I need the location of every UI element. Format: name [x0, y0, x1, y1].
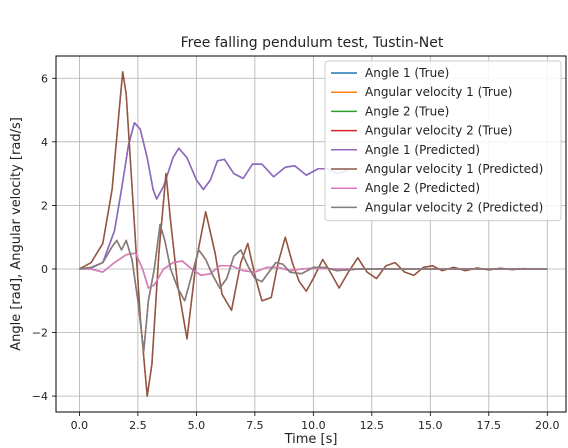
x-tick-label: 7.5 [246, 419, 264, 432]
legend-entry: Angular velocity 2 (True) [365, 124, 513, 138]
legend-entry: Angle 1 (True) [365, 66, 449, 80]
x-tick-label: 0.0 [71, 419, 89, 432]
series-lines [79, 71, 548, 397]
legend-entry: Angular velocity 1 (Predicted) [365, 162, 543, 176]
series-line-angular-velocity-1-predicted [79, 71, 548, 397]
y-tick-label: −4 [32, 390, 48, 403]
x-tick-label: 17.5 [477, 419, 502, 432]
y-ticks: −4 −2 0 2 4 6 [32, 72, 56, 403]
legend-box [324, 60, 562, 222]
x-axis-label: Time [s] [284, 432, 338, 447]
x-tick-label: 5.0 [188, 419, 206, 432]
series-line-angle-2-predicted [79, 252, 548, 289]
legend-entry: Angular velocity 1 (True) [365, 85, 513, 99]
x-tick-label: 10.0 [301, 419, 326, 432]
legend-entry: Angle 2 (True) [365, 104, 449, 118]
y-tick-label: 4 [41, 136, 48, 149]
legend-entry: Angle 1 (Predicted) [365, 143, 480, 157]
legend: Angle 1 (True) Angular velocity 1 (True) A… [324, 60, 562, 222]
y-tick-label: 6 [41, 72, 48, 85]
axes-frame [55, 55, 567, 413]
legend-entry: Angular velocity 2 (Predicted) [365, 200, 543, 214]
x-tick-label: 15.0 [418, 419, 443, 432]
series-line-angular-velocity-2-predicted [79, 223, 548, 353]
x-tick-label: 2.5 [129, 419, 147, 432]
y-tick-label: 2 [41, 199, 48, 212]
y-tick-label: −2 [32, 327, 48, 340]
x-tick-label: 12.5 [360, 419, 385, 432]
y-tick-label: 0 [41, 263, 48, 276]
x-ticks: 0.0 2.5 5.0 7.5 10.0 12.5 15.0 17.5 20.0 [71, 412, 560, 432]
legend-entry: Angle 2 (Predicted) [365, 181, 480, 195]
x-tick-label: 20.0 [535, 419, 560, 432]
y-axis-label: Angle [rad], Angular velocity [rad/s] [9, 117, 24, 351]
chart-title: Free falling pendulum test, Tustin-Net [181, 35, 444, 51]
